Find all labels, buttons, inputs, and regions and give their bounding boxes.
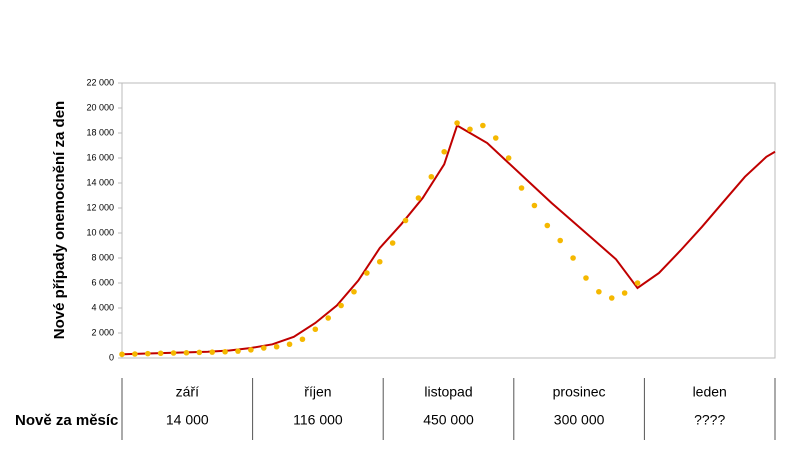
data-point (454, 120, 460, 126)
data-point (144, 350, 151, 357)
data-point (557, 237, 563, 244)
data-point (570, 255, 576, 261)
data-point (338, 302, 344, 309)
month-total: 14 000 (166, 412, 209, 428)
y-tick-label: 10 000 (86, 227, 114, 237)
month-label: říjen (304, 384, 331, 400)
data-point (402, 217, 409, 224)
y-tick-label: 22 000 (86, 77, 114, 87)
y-tick-label: 18 000 (86, 127, 114, 137)
data-point (196, 349, 203, 356)
y-tick-label: 14 000 (86, 177, 114, 187)
data-point (518, 185, 525, 191)
data-point (273, 343, 280, 350)
data-point (222, 348, 228, 355)
y-tick-label: 0 (109, 352, 114, 362)
data-point (235, 348, 241, 354)
y-tick-label: 16 000 (86, 152, 114, 162)
data-point (364, 270, 370, 276)
data-point (389, 240, 396, 246)
data-point (467, 126, 473, 133)
y-tick-label: 6 000 (91, 277, 114, 287)
y-tick-label: 4 000 (91, 302, 114, 312)
month-total: 116 000 (293, 412, 343, 428)
data-point (428, 173, 435, 180)
data-point (286, 341, 293, 348)
y-tick-label: 12 000 (86, 202, 114, 212)
month-label: září (176, 384, 199, 400)
data-point (183, 349, 190, 356)
month-label: leden (693, 384, 727, 400)
data-point (157, 350, 164, 357)
data-point (634, 280, 641, 286)
data-point (415, 195, 422, 201)
y-axis-label: Nové případy onemocnění za den (51, 101, 68, 339)
month-label: prosinec (553, 384, 606, 400)
data-point (441, 148, 448, 155)
data-point (480, 122, 486, 129)
data-point (312, 326, 319, 333)
y-tick-label: 8 000 (91, 252, 114, 262)
data-point (505, 155, 512, 161)
month-label: listopad (424, 384, 472, 400)
data-point (170, 350, 177, 356)
data-point (596, 288, 602, 295)
data-point (132, 351, 138, 357)
data-point (325, 315, 332, 321)
data-point (119, 351, 125, 358)
y-tick-label: 2 000 (91, 327, 114, 337)
data-point (492, 135, 499, 141)
data-point (621, 290, 628, 296)
month-total: 300 000 (554, 412, 605, 428)
data-point (376, 258, 383, 265)
row-label: Nově za měsíc (15, 412, 118, 429)
data-point (351, 288, 357, 295)
data-point (544, 222, 551, 229)
month-total: ???? (694, 412, 725, 428)
y-tick-label: 20 000 (86, 102, 114, 112)
model-line (121, 124, 776, 356)
data-point (583, 275, 589, 281)
data-point (299, 336, 306, 343)
data-point (260, 345, 267, 351)
data-point (531, 202, 538, 209)
data-point (209, 349, 216, 355)
data-point (608, 295, 615, 301)
plot-frame (121, 82, 776, 359)
month-total: 450 000 (423, 412, 474, 428)
data-point (248, 347, 254, 353)
